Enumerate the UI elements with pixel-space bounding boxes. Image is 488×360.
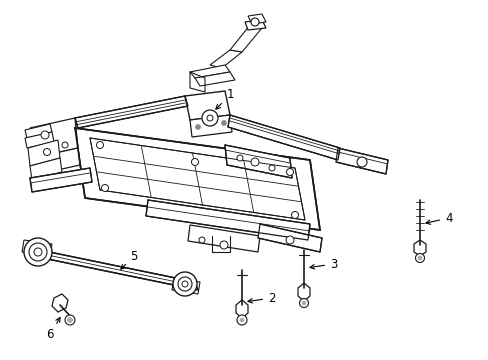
Circle shape bbox=[43, 148, 50, 156]
Circle shape bbox=[221, 121, 226, 126]
Text: 1: 1 bbox=[215, 89, 233, 109]
Circle shape bbox=[302, 301, 305, 305]
Polygon shape bbox=[75, 96, 187, 128]
Polygon shape bbox=[30, 248, 198, 290]
Circle shape bbox=[291, 211, 298, 219]
Polygon shape bbox=[413, 240, 425, 256]
Polygon shape bbox=[75, 128, 319, 230]
Polygon shape bbox=[236, 300, 247, 318]
Circle shape bbox=[199, 237, 204, 243]
Polygon shape bbox=[247, 14, 265, 24]
Polygon shape bbox=[244, 20, 265, 30]
Text: 4: 4 bbox=[425, 211, 451, 225]
Circle shape bbox=[415, 253, 424, 262]
Circle shape bbox=[65, 315, 75, 325]
Circle shape bbox=[29, 243, 47, 261]
Polygon shape bbox=[22, 240, 52, 257]
Circle shape bbox=[24, 238, 52, 266]
Circle shape bbox=[285, 236, 293, 244]
Polygon shape bbox=[258, 224, 321, 252]
Circle shape bbox=[268, 165, 274, 171]
Text: 6: 6 bbox=[46, 318, 60, 342]
Circle shape bbox=[34, 248, 42, 256]
Text: 3: 3 bbox=[309, 257, 337, 270]
Circle shape bbox=[62, 142, 68, 148]
Polygon shape bbox=[335, 148, 387, 174]
Polygon shape bbox=[25, 132, 54, 148]
Circle shape bbox=[67, 318, 72, 323]
Circle shape bbox=[250, 18, 259, 26]
Polygon shape bbox=[25, 124, 52, 138]
Text: 5: 5 bbox=[121, 249, 138, 269]
Polygon shape bbox=[33, 148, 80, 175]
Circle shape bbox=[182, 281, 187, 287]
Polygon shape bbox=[229, 25, 262, 52]
Polygon shape bbox=[184, 91, 229, 120]
Text: 2: 2 bbox=[247, 292, 275, 305]
Circle shape bbox=[417, 256, 421, 260]
Polygon shape bbox=[297, 283, 309, 301]
Polygon shape bbox=[195, 72, 235, 86]
Circle shape bbox=[286, 168, 293, 175]
Polygon shape bbox=[224, 145, 291, 178]
Circle shape bbox=[250, 158, 259, 166]
Circle shape bbox=[178, 277, 192, 291]
Circle shape bbox=[356, 157, 366, 167]
Circle shape bbox=[191, 158, 198, 166]
Circle shape bbox=[237, 315, 246, 325]
Circle shape bbox=[206, 115, 213, 121]
Circle shape bbox=[195, 125, 200, 130]
Polygon shape bbox=[52, 294, 68, 312]
Circle shape bbox=[96, 141, 103, 148]
Polygon shape bbox=[146, 200, 309, 240]
Circle shape bbox=[240, 318, 244, 322]
Polygon shape bbox=[30, 118, 78, 158]
Circle shape bbox=[237, 155, 243, 161]
Polygon shape bbox=[227, 115, 339, 160]
Polygon shape bbox=[187, 225, 260, 252]
Circle shape bbox=[173, 272, 197, 296]
Circle shape bbox=[220, 241, 227, 249]
Polygon shape bbox=[30, 158, 62, 180]
Circle shape bbox=[41, 131, 49, 139]
Polygon shape bbox=[90, 138, 305, 220]
Polygon shape bbox=[28, 140, 60, 166]
Circle shape bbox=[202, 110, 218, 126]
Polygon shape bbox=[209, 50, 242, 68]
Polygon shape bbox=[190, 115, 231, 137]
Polygon shape bbox=[172, 278, 200, 294]
Circle shape bbox=[102, 184, 108, 192]
Circle shape bbox=[299, 298, 308, 307]
Polygon shape bbox=[190, 65, 229, 78]
Polygon shape bbox=[30, 168, 92, 192]
